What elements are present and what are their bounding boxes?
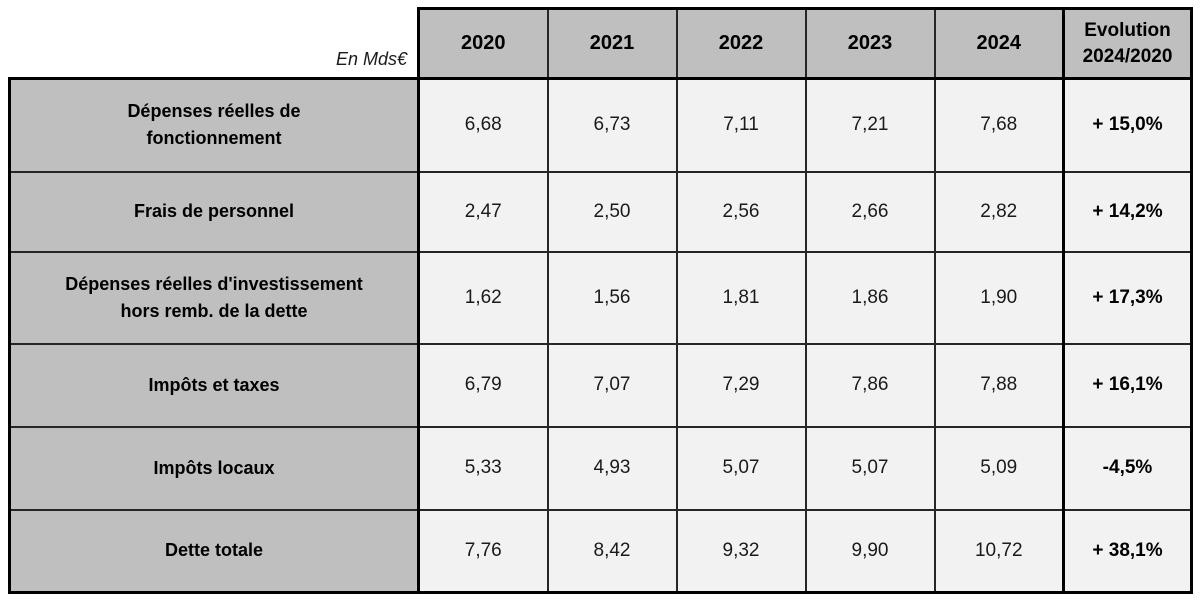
year-header-2020: 2020 — [417, 7, 549, 80]
table-row: Dépenses réelles d'investissement hors r… — [8, 250, 1193, 345]
unit-label: En Mds€ — [9, 8, 419, 79]
value-cell: 6,73 — [546, 77, 678, 173]
value-cell: 7,76 — [417, 508, 549, 594]
value-cell: 7,21 — [804, 77, 936, 173]
value-cell: 1,86 — [804, 250, 936, 345]
table-row: Dépenses réelles de fonctionnement 6,68 … — [8, 77, 1193, 173]
row-label: Dépenses réelles de fonctionnement — [8, 77, 420, 173]
table-row: Frais de personnel 2,47 2,50 2,56 2,66 2… — [8, 170, 1193, 253]
evolution-cell: + 38,1% — [1062, 508, 1193, 594]
row-label: Impôts et taxes — [8, 342, 420, 428]
row-label: Frais de personnel — [8, 170, 420, 253]
value-cell: 5,07 — [804, 425, 936, 511]
value-cell: 7,86 — [804, 342, 936, 428]
evolution-cell: -4,5% — [1062, 425, 1193, 511]
table-row: Impôts locaux 5,33 4,93 5,07 5,07 5,09 -… — [8, 425, 1193, 511]
value-cell: 2,47 — [417, 170, 549, 253]
table-row: Dette totale 7,76 8,42 9,32 9,90 10,72 +… — [8, 508, 1193, 594]
year-header-2023: 2023 — [804, 7, 936, 80]
value-cell: 1,90 — [933, 250, 1065, 345]
value-cell: 2,66 — [804, 170, 936, 253]
header-row: En Mds€ 2020 2021 2022 2023 2024 Evoluti… — [9, 7, 1193, 80]
value-cell: 5,07 — [675, 425, 807, 511]
evolution-cell: + 17,3% — [1062, 250, 1193, 345]
value-cell: 9,32 — [675, 508, 807, 594]
value-cell: 8,42 — [546, 508, 678, 594]
year-header-2022: 2022 — [675, 7, 807, 80]
evolution-cell: + 14,2% — [1062, 170, 1193, 253]
value-cell: 5,09 — [933, 425, 1065, 511]
value-cell: 4,93 — [546, 425, 678, 511]
value-cell: 7,88 — [933, 342, 1065, 428]
value-cell: 6,68 — [417, 77, 549, 173]
evolution-cell: + 16,1% — [1062, 342, 1193, 428]
value-cell: 10,72 — [933, 508, 1065, 594]
evolution-cell: + 15,0% — [1062, 77, 1193, 173]
value-cell: 1,56 — [546, 250, 678, 345]
value-cell: 7,29 — [675, 342, 807, 428]
year-header-2024: 2024 — [933, 7, 1065, 80]
table-row: Impôts et taxes 6,79 7,07 7,29 7,86 7,88… — [8, 342, 1193, 428]
year-header-2021: 2021 — [546, 7, 678, 80]
row-label: Dette totale — [8, 508, 420, 594]
budget-evolution-table: En Mds€ 2020 2021 2022 2023 2024 Evoluti… — [8, 7, 1193, 594]
value-cell: 2,82 — [933, 170, 1065, 253]
value-cell: 7,07 — [546, 342, 678, 428]
value-cell: 2,50 — [546, 170, 678, 253]
value-cell: 7,68 — [933, 77, 1065, 173]
value-cell: 6,79 — [417, 342, 549, 428]
value-cell: 1,62 — [417, 250, 549, 345]
value-cell: 1,81 — [675, 250, 807, 345]
value-cell: 9,90 — [804, 508, 936, 594]
value-cell: 5,33 — [417, 425, 549, 511]
evolution-header: Evolution 2024/2020 — [1062, 7, 1193, 80]
value-cell: 7,11 — [675, 77, 807, 173]
row-label: Dépenses réelles d'investissement hors r… — [8, 250, 420, 345]
row-label: Impôts locaux — [8, 425, 420, 511]
value-cell: 2,56 — [675, 170, 807, 253]
